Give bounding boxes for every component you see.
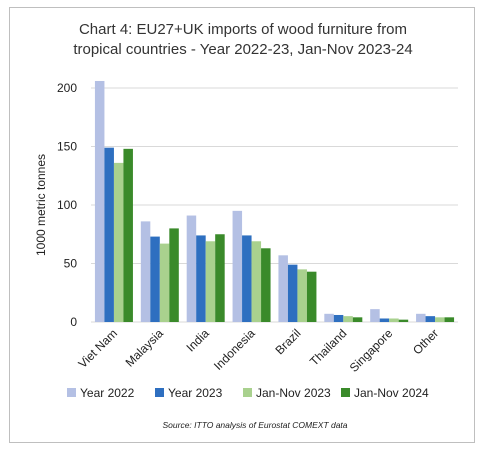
- chart-title-line-1: Chart 4: EU27+UK imports of wood furnitu…: [79, 21, 407, 38]
- legend-swatch: [67, 388, 76, 397]
- bar: [196, 235, 206, 322]
- bar: [379, 318, 390, 322]
- bar: [389, 318, 399, 322]
- bar: [435, 317, 445, 322]
- y-tick-labels: 0 50 100 150 200: [57, 81, 77, 329]
- bar: [306, 271, 317, 322]
- x-tick-label: Viet Nam: [75, 326, 120, 371]
- bar: [343, 316, 353, 322]
- y-tick-label: 150: [57, 140, 77, 154]
- bar: [159, 243, 170, 322]
- source-note: Source: ITTO analysis of Eurostat COMEXT…: [162, 420, 347, 430]
- bar: [104, 147, 114, 322]
- x-tick-label: Indonesia: [211, 326, 258, 373]
- bar: [205, 241, 216, 322]
- legend-label: Year 2023: [168, 386, 223, 400]
- bar: [150, 236, 160, 322]
- bar: [416, 313, 426, 322]
- legend-label: Year 2022: [80, 386, 135, 400]
- bar: [232, 210, 243, 322]
- legend-swatch: [341, 388, 350, 397]
- bar: [352, 317, 363, 322]
- bar: [324, 313, 334, 322]
- bar: [261, 248, 271, 322]
- x-tick-labels: Viet Nam Malaysia India Indonesia Brazil Thai…: [75, 326, 441, 375]
- bar: [287, 264, 298, 322]
- bar: [278, 255, 288, 322]
- x-tick-label: Singapore: [347, 326, 396, 375]
- legend-swatch: [243, 388, 252, 397]
- bar: [140, 221, 151, 322]
- bar: [113, 162, 124, 322]
- bar: [186, 215, 197, 322]
- bar: [169, 228, 179, 322]
- bar: [297, 269, 307, 322]
- x-tick-label: India: [184, 326, 213, 355]
- bar: [123, 148, 133, 322]
- y-tick-label: 100: [57, 198, 77, 212]
- bar: [425, 316, 436, 322]
- bar: [251, 241, 262, 322]
- x-tick-label: Malaysia: [123, 326, 167, 370]
- chart-title-line-2: tropical countries - Year 2022-23, Jan-N…: [73, 41, 412, 58]
- bar: [444, 317, 455, 322]
- bar: [242, 235, 252, 322]
- bar: [215, 234, 225, 322]
- y-tick-label: 0: [70, 315, 77, 329]
- x-tick-label: Thailand: [307, 326, 349, 368]
- y-tick-label: 50: [64, 257, 78, 271]
- y-axis-label: 1000 metric tonnes: [34, 154, 48, 256]
- bar: [398, 319, 409, 322]
- bar: [94, 80, 105, 322]
- legend-swatch: [155, 388, 164, 397]
- legend-label: Jan-Nov 2024: [354, 386, 429, 400]
- legend: Year 2022 Year 2023 Jan-Nov 2023 Jan-Nov 20…: [67, 386, 429, 400]
- x-tick-label: Brazil: [272, 326, 303, 357]
- legend-label: Jan-Nov 2023: [256, 386, 331, 400]
- bar: [333, 314, 344, 322]
- x-tick-label: Other: [410, 326, 441, 357]
- bars: [94, 80, 455, 322]
- bar: [370, 309, 380, 322]
- y-tick-label: 200: [57, 81, 77, 95]
